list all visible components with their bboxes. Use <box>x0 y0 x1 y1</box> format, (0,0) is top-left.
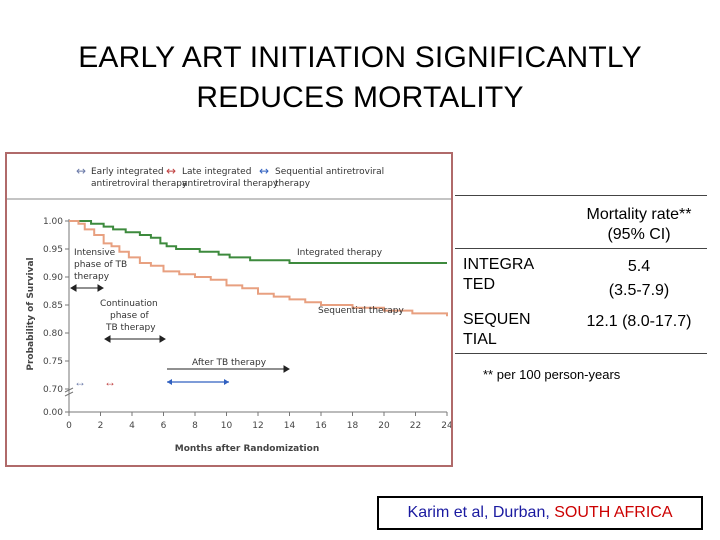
y-tick-label: 0.00 <box>43 408 63 418</box>
x-tick-label: 24 <box>441 421 451 431</box>
annotation-intensive-line-1: Intensive <box>74 248 116 258</box>
survival-chart: ↔ Early integrated antiretroviral therap… <box>5 152 453 467</box>
x-tick-label: 6 <box>161 421 167 431</box>
integrated-value-line-2: (3.5-7.9) <box>608 282 670 299</box>
y-tick-label: 0.90 <box>43 273 63 283</box>
legend-early-line-2: antiretroviral therapy <box>91 179 188 189</box>
table-row-integrated-value: 5.4 (3.5-7.9) <box>569 257 709 301</box>
y-tick-label: 0.75 <box>43 357 63 367</box>
late-start-arrow: ↔ <box>104 375 116 389</box>
annotation-continuation-line-2: phase of <box>110 311 150 321</box>
table-row-integrated-label: INTEGRA TED <box>463 255 534 295</box>
annotation-after-tb: After TB therapy <box>192 358 267 368</box>
table-row-sequential-label: SEQUEN TIAL <box>463 310 531 350</box>
x-tick-label: 18 <box>347 421 359 431</box>
legend-sequential-arrow: ↔ <box>259 164 269 178</box>
after-tb-arrowhead <box>283 365 290 373</box>
x-tick-label: 4 <box>129 421 135 431</box>
axis-break-mark <box>64 387 74 397</box>
survival-chart-svg: ↔ Early integrated antiretroviral therap… <box>7 164 451 454</box>
annotation-intensive-line-3: therapy <box>74 272 110 282</box>
x-tick-label: 2 <box>98 421 104 431</box>
x-axis-label: Months after Randomization <box>175 444 320 454</box>
y-tick-label: 0.70 <box>43 385 63 395</box>
legend-sequential-line-1: Sequential antiretroviral <box>275 167 384 177</box>
table-header-mortality: Mortality rate** (95% CI) <box>569 205 709 245</box>
slide-title: EARLY ART INITIATION SIGNIFICANTLY REDUC… <box>0 38 720 118</box>
early-start-arrow: ↔ <box>74 375 86 389</box>
annotation-continuation-line-3: TB therapy <box>105 323 156 333</box>
intensive-arrowhead-left <box>70 284 77 292</box>
integrated-label-line-1: INTEGRA <box>463 256 535 273</box>
y-tick-label: 0.85 <box>43 301 63 311</box>
x-tick-label: 22 <box>410 421 421 431</box>
x-tick-group: 0 2 4 6 8 10 12 14 16 18 20 22 24 <box>66 412 451 431</box>
continuation-arrowhead-left <box>104 335 111 343</box>
x-tick-label: 20 <box>378 421 390 431</box>
x-tick-label: 16 <box>315 421 327 431</box>
sequential-value-line-1: 12.1 (8.0-17.7) <box>586 313 692 330</box>
legend-early-arrow: ↔ <box>76 164 86 178</box>
table-rule-header <box>455 248 707 249</box>
integrated-label-line-2: TED <box>463 276 495 293</box>
continuation-arrowhead-right <box>159 335 166 343</box>
legend-late-line-2: antiretroviral therapy <box>182 179 279 189</box>
intensive-arrowhead-right <box>97 284 104 292</box>
table-header-line-1: Mortality rate** <box>586 206 692 223</box>
table-rule-top <box>455 195 707 196</box>
slide-title-line-2: REDUCES MORTALITY <box>196 81 524 114</box>
y-tick-label: 0.95 <box>43 245 63 255</box>
integrated-value-line-1: 5.4 <box>627 258 651 275</box>
table-header-line-2: (95% CI) <box>607 226 671 243</box>
table-row-sequential-value: 12.1 (8.0-17.7) <box>569 312 709 332</box>
x-tick-label: 10 <box>221 421 233 431</box>
sequential-label-line-1: SEQUEN <box>463 311 531 328</box>
sequential-arrowhead-left <box>167 379 172 385</box>
sequential-label-line-2: TIAL <box>463 331 497 348</box>
sequential-arrowhead-right <box>224 379 229 385</box>
annotation-intensive-line-2: phase of TB <box>74 260 127 270</box>
y-axis-label: Probability of Survival <box>26 257 36 370</box>
source-highlight: SOUTH AFRICA <box>554 504 673 521</box>
y-tick-group: 1.00 0.95 0.90 0.85 0.80 0.75 0.70 0.00 <box>43 217 69 418</box>
x-tick-label: 14 <box>284 421 296 431</box>
slide-title-line-1: EARLY ART INITIATION SIGNIFICANTLY <box>78 41 642 74</box>
series-line-sequential-therapy <box>69 220 448 317</box>
table-footnote: ** per 100 person-years <box>483 367 621 382</box>
series-line-integrated-therapy <box>69 220 447 264</box>
legend-sequential-line-2: therapy <box>275 179 311 189</box>
legend-early-line-1: Early integrated <box>91 167 164 177</box>
legend-late-arrow: ↔ <box>166 164 176 178</box>
y-tick-label: 0.80 <box>43 329 63 339</box>
x-tick-label: 12 <box>252 421 263 431</box>
source-citation: Karim et al, Durban, SOUTH AFRICA <box>377 496 703 530</box>
annotation-continuation-line-1: Continuation <box>100 299 158 309</box>
x-tick-label: 8 <box>192 421 198 431</box>
series-label-sequential: Sequential therapy <box>318 306 405 316</box>
series-label-integrated: Integrated therapy <box>297 248 383 258</box>
legend-late-line-1: Late integrated <box>182 167 251 177</box>
table-rule-bottom <box>455 353 707 354</box>
x-tick-label: 0 <box>66 421 72 431</box>
source-prefix: Karim et al, Durban, <box>407 504 555 521</box>
y-tick-label: 1.00 <box>43 217 63 227</box>
